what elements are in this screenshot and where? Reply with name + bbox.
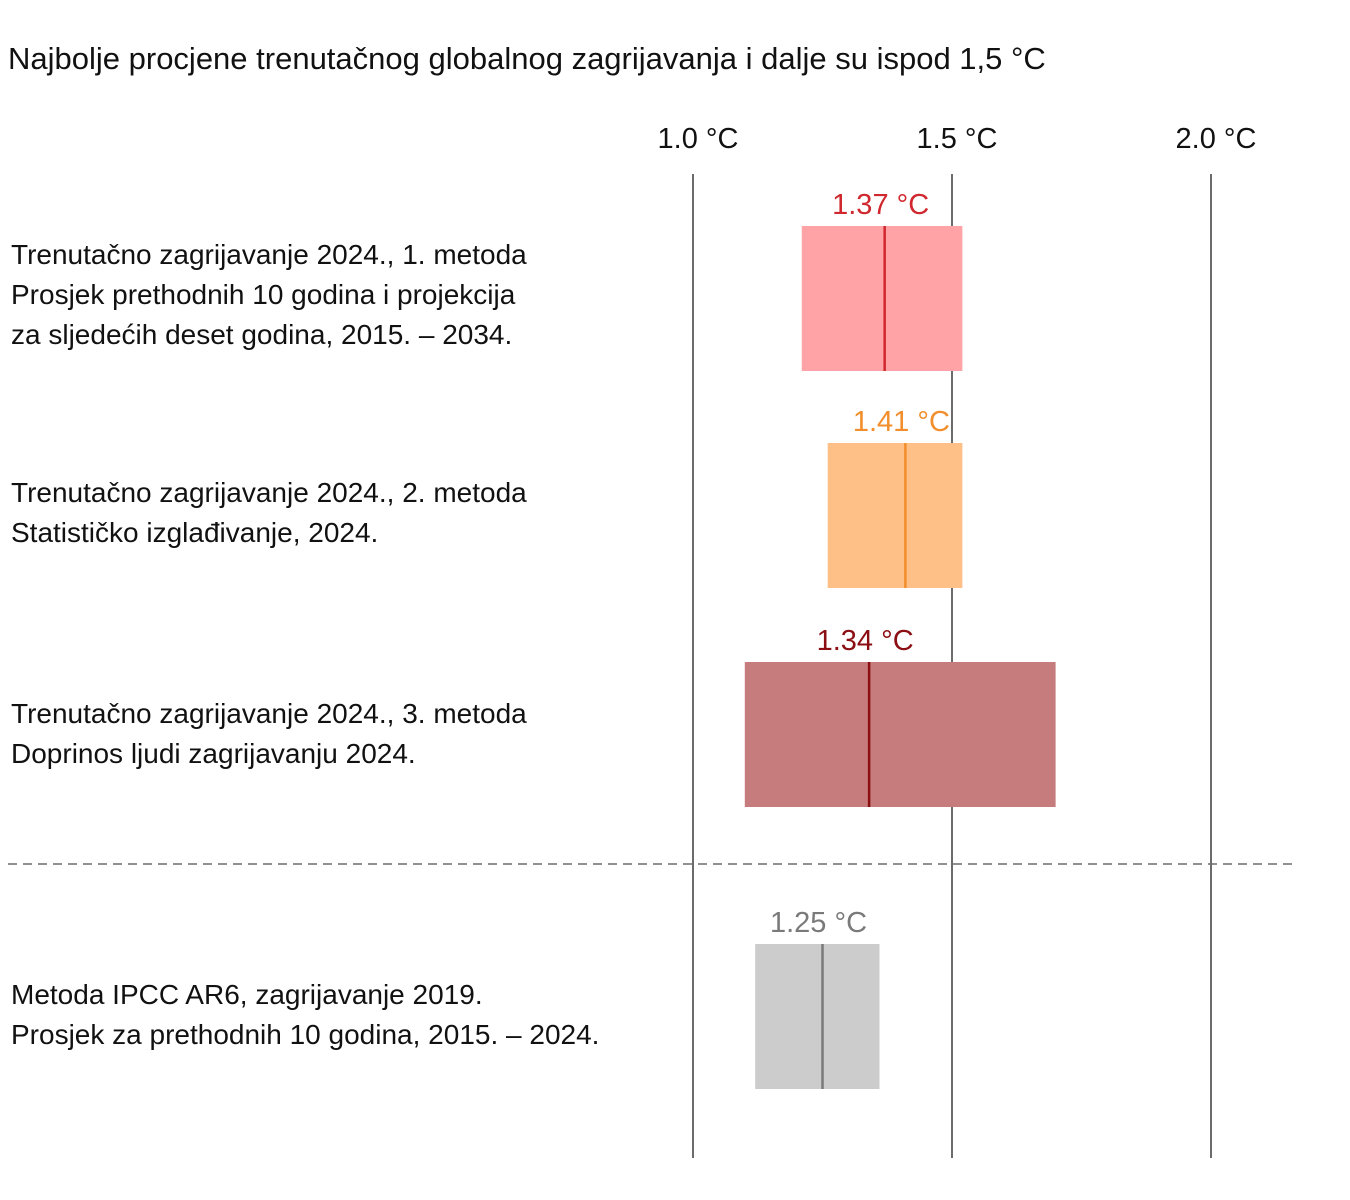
row-label-3-line-0: Metoda IPCC AR6, zagrijavanje 2019. (11, 979, 483, 1010)
row-label-2-line-1: Doprinos ljudi zagrijavanju 2024. (11, 738, 416, 769)
row-label-3-line-1: Prosjek za prethodnih 10 godina, 2015. –… (11, 1019, 599, 1050)
value-label-0: 1.37 °C (832, 189, 929, 221)
value-label-2: 1.34 °C (817, 625, 914, 657)
range-bar-2 (744, 662, 1056, 807)
x-tick-label-0: 1.0 °C (658, 123, 739, 155)
row-labels: Trenutačno zagrijavanje 2024., 1. metoda… (11, 239, 599, 1050)
range-bars: 1.37 °C 1.41 °C 1.34 °C 1.25 °C (744, 189, 1056, 1089)
row-label-1-line-1: Statističko izglađivanje, 2024. (11, 517, 378, 548)
range-bar-3 (755, 944, 880, 1089)
row-label-0-line-2: za sljedećih deset godina, 2015. – 2034. (11, 319, 512, 350)
range-bar-1 (827, 443, 963, 588)
range-bar-0 (801, 226, 963, 371)
value-label-1: 1.41 °C (853, 406, 950, 438)
chart-title: Najbolje procjene trenutačnog globalnog … (8, 41, 1046, 76)
row-label-2-line-0: Trenutačno zagrijavanje 2024., 3. metoda (11, 698, 527, 729)
x-tick-label-1: 1.5 °C (917, 123, 998, 155)
x-tick-label-2: 2.0 °C (1176, 123, 1257, 155)
row-label-1-line-0: Trenutačno zagrijavanje 2024., 2. metoda (11, 477, 527, 508)
value-label-3: 1.25 °C (770, 907, 867, 939)
row-label-0-line-1: Prosjek prethodnih 10 godina i projekcij… (11, 279, 516, 310)
x-axis-ticks: 1.0 °C 1.5 °C 2.0 °C (658, 123, 1257, 155)
row-label-0-line-0: Trenutačno zagrijavanje 2024., 1. metoda (11, 239, 527, 270)
